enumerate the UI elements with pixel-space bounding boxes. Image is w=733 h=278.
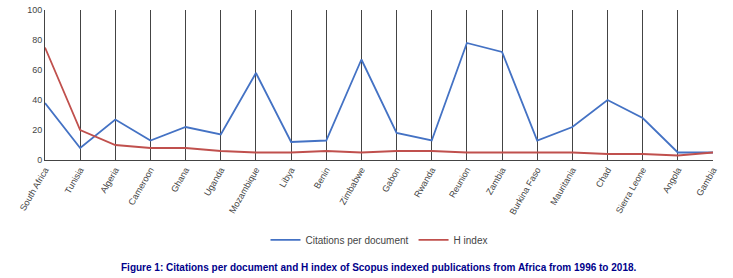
svg-text:South Africa: South Africa	[18, 166, 51, 213]
svg-text:0: 0	[37, 155, 42, 165]
svg-text:20: 20	[32, 125, 42, 135]
svg-text:80: 80	[32, 35, 42, 45]
svg-text:Chad: Chad	[594, 166, 613, 190]
svg-text:Benin: Benin	[312, 166, 332, 191]
svg-text:Zambia: Zambia	[484, 166, 508, 197]
svg-text:Cameroon: Cameroon	[126, 166, 156, 207]
svg-text:Sierra Leone: Sierra Leone	[614, 166, 648, 216]
svg-text:Zimbabwe: Zimbabwe	[338, 166, 367, 207]
svg-text:Libya: Libya	[277, 166, 296, 190]
svg-text:40: 40	[32, 95, 42, 105]
svg-text:Angola: Angola	[661, 166, 684, 195]
svg-text:H index: H index	[454, 235, 488, 246]
svg-text:Burkina Faso: Burkina Faso	[508, 166, 543, 217]
svg-text:Tunisia: Tunisia	[63, 166, 86, 196]
svg-text:Figure 1: Citations per docume: Figure 1: Citations per document and H i…	[121, 262, 637, 273]
svg-text:100: 100	[27, 5, 42, 15]
svg-text:Mozambique: Mozambique	[227, 166, 261, 216]
svg-text:60: 60	[32, 65, 42, 75]
svg-text:Citations per document: Citations per document	[306, 235, 409, 246]
svg-text:Ghana: Ghana	[169, 166, 191, 194]
svg-text:Uganda: Uganda	[202, 166, 226, 198]
svg-text:Gambia: Gambia	[694, 166, 718, 198]
svg-text:Algeria: Algeria	[98, 166, 121, 195]
svg-text:Gabon: Gabon	[380, 166, 402, 194]
svg-text:Mauritania: Mauritania	[548, 166, 578, 207]
svg-text:Reunion: Reunion	[447, 166, 472, 200]
svg-text:Rwanda: Rwanda	[412, 166, 437, 200]
